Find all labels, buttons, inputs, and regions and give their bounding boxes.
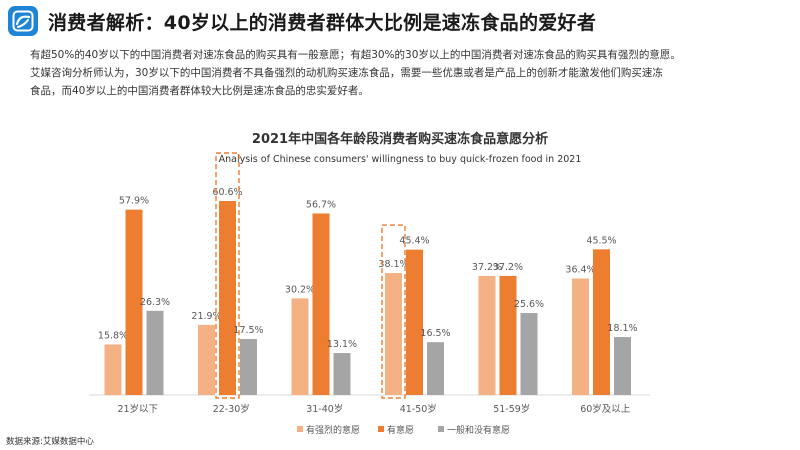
bar <box>104 344 122 395</box>
page-title: 消费者解析：40岁以上的消费者群体大比例是速冻食品的爱好者 <box>48 11 597 34</box>
x-tick-label: 31-40岁 <box>306 403 343 415</box>
bar <box>593 249 610 395</box>
bar <box>333 353 351 395</box>
bar <box>198 324 215 395</box>
x-tick-label: 51-59岁 <box>493 403 530 415</box>
bar <box>291 298 309 395</box>
bar <box>499 275 517 395</box>
bar <box>478 275 496 395</box>
data-label: 37.2% <box>472 262 502 273</box>
chart-logo-icon <box>8 6 38 36</box>
data-label: 56.7% <box>306 199 336 210</box>
description: 有超50%的40岁以下的中国消费者对速冻食品的购买具有一般意愿；有超30%的30… <box>30 46 782 100</box>
data-label: 25.6% <box>514 299 544 310</box>
data-label: 21.9% <box>191 311 221 322</box>
data-label: 16.5% <box>420 328 450 339</box>
bar <box>614 337 631 395</box>
bar <box>240 338 257 395</box>
bar <box>406 249 423 395</box>
legend-swatch <box>378 426 384 432</box>
description-line-2: 艾媒咨询分析师认为，30岁以下的中国消费者不具备强烈的动机购买速冻食品，需要一些… <box>30 67 663 79</box>
data-label: 13.1% <box>327 339 357 350</box>
data-label: 17.5% <box>233 325 263 336</box>
data-label: 30.2% <box>285 284 315 295</box>
bar <box>385 273 402 395</box>
description-line-3: 食品，而40岁以上的中国消费者群体较大比例是速冻食品的忠实爱好者。 <box>30 85 369 97</box>
bar <box>312 213 330 395</box>
highlight-box <box>215 152 240 399</box>
bar <box>146 310 164 395</box>
data-label: 57.9% <box>119 196 149 207</box>
bar <box>520 313 538 395</box>
legend-label: 有意愿 <box>387 424 414 436</box>
chart-subtitle: Analysis of Chinese consumers' willingne… <box>219 154 582 165</box>
data-label: 45.4% <box>399 236 429 247</box>
bar <box>572 278 589 395</box>
data-source: 数据来源:艾媒数据中心 <box>6 437 94 447</box>
data-label: 18.1% <box>607 323 637 334</box>
bar <box>427 342 444 395</box>
bar <box>219 201 236 395</box>
chart-title: 2021年中国各年龄段消费者购买速冻食品意愿分析 <box>252 131 548 147</box>
legend-swatch <box>297 426 303 432</box>
x-tick-label: 21岁以下 <box>117 403 158 415</box>
data-label: 38.1% <box>378 259 408 270</box>
legend-swatch <box>438 426 444 432</box>
legend-label: 有强烈的意愿 <box>306 424 360 436</box>
x-tick-label: 41-50岁 <box>400 403 437 415</box>
x-tick-label: 22-30岁 <box>213 403 250 415</box>
legend-label: 一般和没有意愿 <box>447 424 510 436</box>
data-label: 36.4% <box>565 264 595 275</box>
description-line-1: 有超50%的40岁以下的中国消费者对速冻食品的购买具有一般意愿；有超30%的30… <box>30 49 681 61</box>
highlight-box <box>381 224 406 399</box>
header: 消费者解析：40岁以上的消费者群体大比例是速冻食品的爱好者 <box>8 6 596 36</box>
data-label: 15.8% <box>98 330 128 341</box>
data-label: 45.5% <box>586 235 616 246</box>
data-label: 60.6% <box>212 187 242 198</box>
data-label: 26.3% <box>140 297 170 308</box>
data-label: 37.2% <box>493 262 523 273</box>
bar <box>125 209 143 395</box>
x-tick-label: 60岁及以上 <box>580 403 631 415</box>
